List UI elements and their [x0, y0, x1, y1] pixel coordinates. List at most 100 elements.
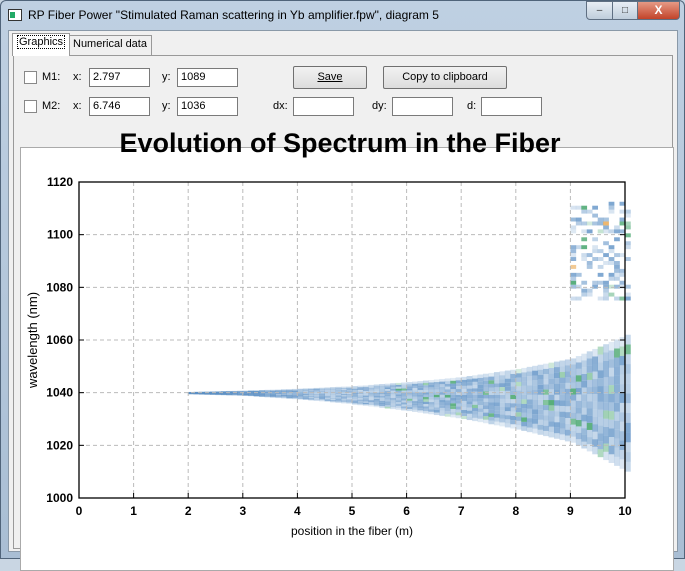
- spectrum-cell: [592, 379, 598, 387]
- spectrum-cell: [570, 406, 577, 413]
- spectrum-cell: [433, 402, 440, 405]
- raman-cell: [614, 264, 620, 269]
- spectrum-cell: [319, 393, 325, 395]
- raman-cell: [592, 213, 598, 218]
- save-button[interactable]: Save: [293, 66, 367, 89]
- spectrum-cell: [362, 402, 369, 405]
- d-field[interactable]: [481, 97, 542, 116]
- spectrum-cell: [450, 400, 457, 404]
- y-tick-label: 1060: [46, 333, 73, 347]
- spectrum-cell: [483, 409, 489, 413]
- spectrum-cell: [488, 416, 495, 421]
- spectrum-cell: [586, 422, 593, 430]
- spectrum-cell: [401, 390, 407, 393]
- spectrum-cell: [559, 360, 566, 367]
- spectrum-cell: [248, 390, 255, 392]
- m1-checkbox[interactable]: [24, 71, 37, 84]
- spectrum-cell: [603, 443, 609, 452]
- spectrum-cell: [559, 423, 566, 429]
- m1-x-field[interactable]: 2.797: [89, 68, 150, 87]
- m2-x-label: x:: [73, 100, 82, 112]
- spectrum-cell: [433, 387, 440, 390]
- spectrum-cell: [297, 393, 304, 395]
- spectrum-cell: [231, 392, 238, 394]
- spectrum-cell: [450, 414, 457, 418]
- spectrum-cell: [570, 424, 577, 431]
- spectrum-cell: [395, 405, 402, 408]
- m2-y-field[interactable]: 1036: [177, 97, 238, 116]
- spectrum-cell: [357, 400, 364, 403]
- spectrum-cell: [297, 397, 304, 399]
- spectrum-cell: [504, 374, 511, 379]
- m1-label: M1:: [42, 71, 61, 83]
- spectrum-cell: [319, 392, 325, 394]
- spectrum-cell: [297, 396, 304, 398]
- m1-y-field[interactable]: 1089: [177, 68, 238, 87]
- close-button[interactable]: X: [637, 1, 680, 20]
- spectrum-cell: [499, 387, 506, 391]
- raman-cell: [570, 229, 577, 234]
- spectrum-cell: [515, 420, 522, 426]
- spectrum-cell: [461, 406, 467, 410]
- spectrum-cell: [439, 400, 446, 403]
- spectrum-cell: [286, 389, 293, 391]
- spectrum-cell: [384, 387, 391, 390]
- spectrum-cell: [548, 373, 555, 379]
- spectrum-cell: [548, 416, 555, 422]
- spectrum-cell: [373, 384, 380, 387]
- raman-cell: [625, 292, 631, 297]
- spectrum-cell: [625, 432, 631, 443]
- spectrum-cell: [270, 395, 276, 397]
- spectrum-cell: [412, 409, 418, 412]
- spectrum-cell: [368, 400, 375, 402]
- minimize-button[interactable]: –: [586, 1, 613, 20]
- spectrum-cell: [532, 428, 538, 434]
- spectrum-cell: [395, 398, 402, 401]
- spectrum-cell: [526, 366, 533, 372]
- spectrum-cell: [515, 373, 522, 378]
- raman-cell: [603, 284, 609, 289]
- spectrum-cell: [297, 389, 304, 391]
- spectrum-cell: [264, 392, 271, 394]
- x-tick-label: 8: [512, 504, 519, 518]
- spectrum-cell: [308, 395, 315, 397]
- x-tick-label: 10: [618, 504, 632, 518]
- spectrum-cell: [575, 368, 582, 376]
- window-title: RP Fiber Power "Stimulated Raman scatter…: [28, 8, 439, 22]
- spectrum-cell: [532, 370, 538, 376]
- tab-graphics[interactable]: Graphics: [12, 33, 71, 56]
- m2-x-field[interactable]: 6.746: [89, 97, 150, 116]
- spectrum-cell: [472, 391, 478, 395]
- spectrum-cell: [401, 404, 407, 407]
- spectrum-cell: [455, 394, 462, 398]
- spectrum-cell: [237, 390, 244, 392]
- spectrum-cell: [570, 430, 577, 437]
- spectrum-cell: [554, 405, 560, 412]
- spectrum-cell: [564, 400, 571, 407]
- spectrum-cell: [390, 392, 396, 395]
- dy-field[interactable]: [392, 97, 453, 116]
- spectrum-cell: [466, 391, 473, 395]
- spectrum-cell: [379, 401, 386, 403]
- spectrum-cell: [575, 356, 582, 363]
- spectrum-cell: [559, 388, 566, 395]
- copy-to-clipboard-button[interactable]: Copy to clipboard: [383, 66, 507, 89]
- spectrum-cell: [422, 380, 429, 383]
- spectrum-cell: [422, 404, 429, 407]
- spectrum-cell: [406, 396, 413, 399]
- m2-checkbox[interactable]: [24, 100, 37, 113]
- spectrum-cell: [384, 406, 391, 409]
- spectrum-cell: [472, 388, 478, 392]
- spectrum-cell: [226, 391, 233, 393]
- raman-cell: [614, 284, 620, 289]
- spectrum-cell: [597, 417, 604, 426]
- dx-field[interactable]: [293, 97, 354, 116]
- raman-cell: [570, 280, 577, 285]
- spectrum-cell: [302, 388, 309, 390]
- raman-cell: [586, 292, 593, 297]
- spectrum-cell: [264, 396, 271, 398]
- spectrum-cell: [575, 394, 582, 401]
- spectrum-cell: [597, 354, 604, 363]
- spectrum-cell: [625, 461, 631, 472]
- spectrum-cell: [614, 357, 620, 367]
